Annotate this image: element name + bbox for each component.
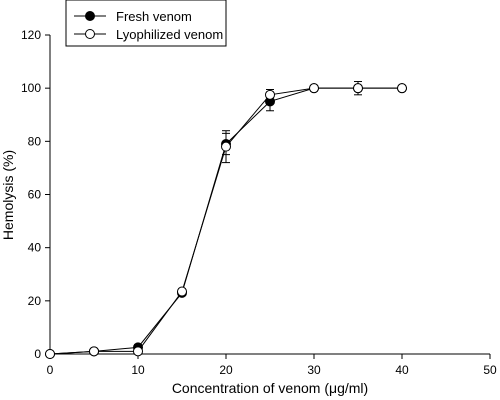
y-tick-label: 100 [21, 81, 41, 95]
legend-entry-lyophilized: Lyophilized venom [74, 27, 223, 42]
y-tick-label: 20 [28, 294, 42, 308]
data-point-lyophilized [397, 83, 407, 94]
legend-box [65, 0, 227, 47]
data-point-lyophilized [177, 286, 187, 297]
x-tick-label: 50 [483, 363, 497, 377]
series-fresh [45, 83, 407, 359]
data-point-lyophilized [133, 346, 143, 357]
y-axis-ticks: 0 20 40 60 80 100 120 [21, 28, 50, 361]
y-axis-title: Hemolysis (%) [0, 150, 16, 240]
series-lyophilized [45, 81, 407, 359]
y-tick-label: 40 [28, 241, 42, 255]
data-point-lyophilized [353, 83, 363, 94]
series-line-lyophilized [49, 87, 402, 355]
legend-label-lyophilized: Lyophilized venom [116, 27, 223, 42]
data-point-lyophilized [89, 346, 99, 357]
x-tick-label: 40 [395, 363, 409, 377]
legend-entry-fresh: Fresh venom [74, 9, 192, 24]
data-point-lyophilized [45, 349, 55, 359]
data-point-lyophilized [309, 83, 319, 94]
x-tick-label: 20 [219, 363, 233, 377]
legend-marker-lyophilized [85, 29, 95, 39]
y-tick-label: 120 [21, 28, 41, 42]
legend-marker-fresh [85, 11, 95, 21]
y-tick-label: 80 [28, 134, 42, 148]
y-tick-label: 0 [34, 347, 41, 361]
x-tick-label: 0 [47, 363, 54, 377]
y-tick-label: 60 [28, 188, 42, 202]
x-axis-ticks: 0 10 20 30 40 50 [47, 354, 497, 377]
legend: Fresh venom Lyophilized venom [65, 0, 227, 47]
legend-label-fresh: Fresh venom [116, 9, 192, 24]
x-tick-label: 30 [307, 363, 321, 377]
x-axis-title: Concentration of venom (μg/ml) [172, 380, 368, 396]
data-point-lyophilized [221, 141, 231, 152]
data-point-lyophilized [265, 89, 275, 100]
plot-frame [49, 35, 490, 355]
series-layer [45, 81, 407, 359]
x-tick-label: 10 [131, 363, 145, 377]
series-line-fresh [49, 87, 402, 355]
